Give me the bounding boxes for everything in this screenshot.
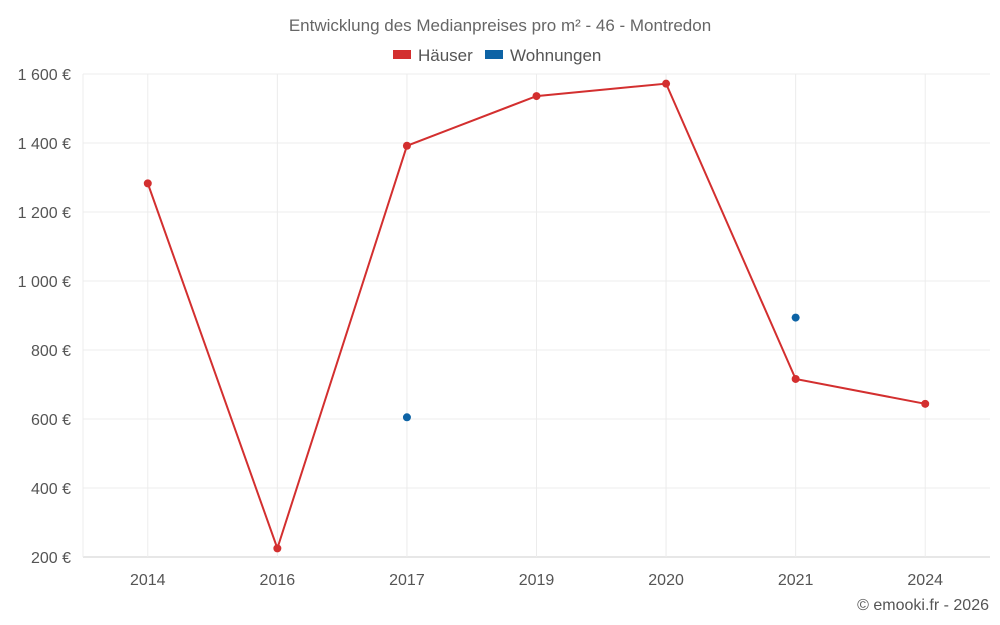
series-layer [143, 79, 930, 553]
y-tick-label: 400 € [31, 481, 71, 498]
x-tick-label: 2021 [778, 572, 814, 589]
x-axis: 2014 2016 2017 2019 2020 2021 2024 [130, 572, 943, 589]
legend: Häuser Wohnungen [393, 46, 601, 65]
data-point-haeuser[interactable] [921, 399, 930, 408]
legend-swatch-haeuser [393, 50, 411, 59]
grid [82, 73, 990, 558]
x-tick-label: 2016 [260, 572, 296, 589]
data-point-haeuser[interactable] [662, 79, 671, 88]
legend-item-wohnungen[interactable]: Wohnungen [485, 46, 601, 65]
data-point-haeuser[interactable] [273, 544, 282, 553]
credit-text: © emooki.fr - 2026 [857, 597, 989, 614]
data-point-haeuser[interactable] [143, 179, 152, 188]
x-tick-label: 2024 [907, 572, 943, 589]
chart-title: Entwicklung des Medianpreises pro m² - 4… [289, 16, 711, 35]
legend-item-haeuser[interactable]: Häuser [393, 46, 473, 65]
x-tick-label: 2014 [130, 572, 166, 589]
legend-label-haeuser: Häuser [418, 46, 473, 65]
y-tick-label: 200 € [31, 550, 71, 567]
x-tick-label: 2020 [648, 572, 684, 589]
y-tick-label: 1 400 € [18, 136, 71, 153]
data-point-wohnungen[interactable] [402, 413, 411, 422]
data-point-haeuser[interactable] [791, 374, 800, 383]
y-tick-label: 600 € [31, 412, 71, 429]
y-tick-label: 1 200 € [18, 205, 71, 222]
y-tick-label: 800 € [31, 343, 71, 360]
y-axis: 200 € 400 € 600 € 800 € 1 000 € 1 200 € 1 400 … [18, 67, 71, 567]
data-point-wohnungen[interactable] [791, 313, 800, 322]
legend-label-wohnungen: Wohnungen [510, 46, 601, 65]
data-point-haeuser[interactable] [402, 141, 411, 150]
data-point-haeuser[interactable] [532, 92, 541, 101]
y-tick-label: 1 000 € [18, 274, 71, 291]
y-tick-label: 1 600 € [18, 67, 71, 84]
x-tick-label: 2017 [389, 572, 425, 589]
legend-swatch-wohnungen [485, 50, 503, 59]
x-tick-label: 2019 [519, 572, 555, 589]
